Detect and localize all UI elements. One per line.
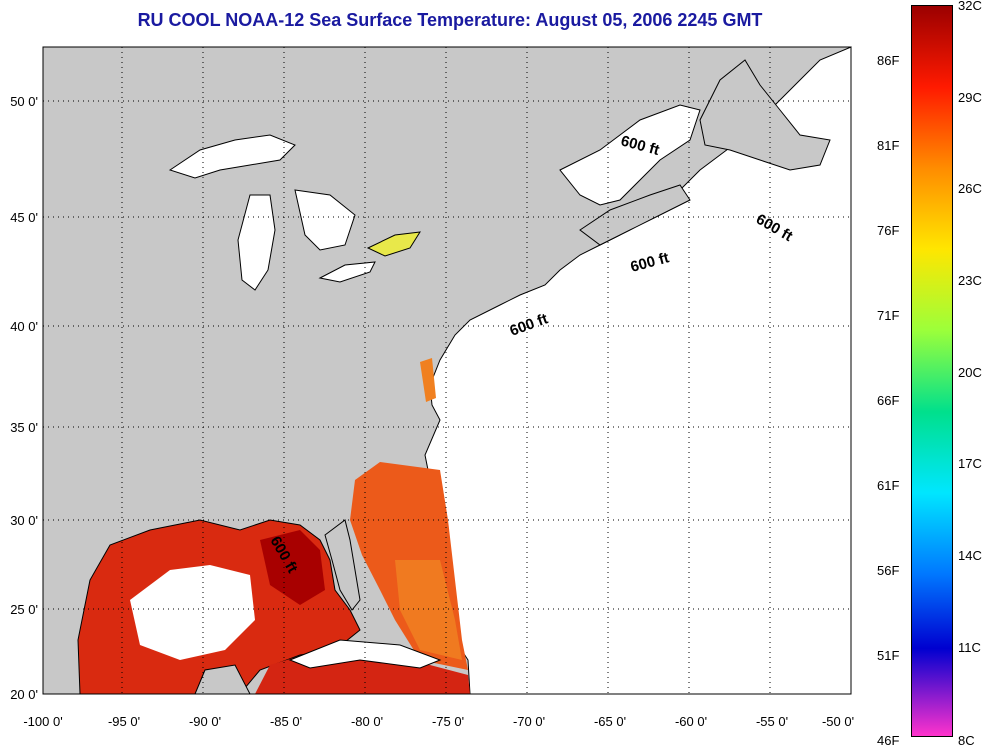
colorbar-celsius-label: 17C	[958, 456, 982, 471]
colorbar-fahrenheit-label: 56F	[877, 563, 900, 578]
gulf-loop-current	[260, 530, 325, 605]
lat-tick-label: 25 0'	[10, 602, 38, 617]
chesapeake-sst	[420, 358, 436, 402]
lon-tick-label: -80 0'	[351, 714, 383, 729]
sst-colorbar	[911, 5, 953, 737]
colorbar-fahrenheit-label: 81F	[877, 138, 900, 153]
lon-tick-label: -90 0'	[189, 714, 221, 729]
lon-tick-label: -50 0'	[822, 714, 854, 729]
colorbar-fahrenheit-label: 76F	[877, 223, 900, 238]
lake-superior	[168, 134, 296, 179]
lon-tick-label: -100 0'	[23, 714, 62, 729]
cuba	[288, 639, 442, 669]
lat-tick-labels: 50 0' 45 0' 40 0' 35 0' 30 0' 25 0' 20 0…	[10, 94, 38, 702]
lat-tick-label: 30 0'	[10, 513, 38, 528]
colorbar-celsius-label: 32C	[958, 0, 982, 13]
colorbar-celsius-label: 29C	[958, 90, 982, 105]
lon-tick-labels: -100 0' -95 0' -90 0' -85 0' -80 0' -75 …	[23, 714, 854, 729]
lon-tick-label: -70 0'	[513, 714, 545, 729]
colorbar-celsius-label: 14C	[958, 548, 982, 563]
lon-tick-label: -95 0'	[108, 714, 140, 729]
lake-michigan	[237, 194, 276, 291]
nova-scotia	[579, 184, 691, 246]
lon-tick-label: -65 0'	[594, 714, 626, 729]
colorbar-fahrenheit-label: 46F	[877, 733, 900, 748]
florida	[324, 519, 361, 611]
lat-tick-label: 50 0'	[10, 94, 38, 109]
lake-ontario	[366, 231, 421, 257]
colorbar-fahrenheit-label: 61F	[877, 478, 900, 493]
lake-huron	[294, 189, 356, 251]
colorbar-celsius-label: 23C	[958, 273, 982, 288]
colorbar-celsius-label: 26C	[958, 181, 982, 196]
newfoundland	[699, 59, 831, 171]
lon-tick-label: -55 0'	[756, 714, 788, 729]
lat-tick-label: 45 0'	[10, 210, 38, 225]
lat-tick-label: 20 0'	[10, 687, 38, 702]
atlantic-sst-warm	[395, 560, 462, 660]
colorbar-celsius-label: 8C	[958, 733, 975, 748]
lat-tick-label: 35 0'	[10, 420, 38, 435]
colorbar-fahrenheit-label: 66F	[877, 393, 900, 408]
lake-erie	[318, 261, 376, 283]
lon-tick-label: -75 0'	[432, 714, 464, 729]
colorbar-fahrenheit-label: 86F	[877, 53, 900, 68]
colorbar-celsius-label: 20C	[958, 365, 982, 380]
plot-frame	[42, 46, 852, 695]
lat-tick-label: 40 0'	[10, 319, 38, 334]
gulf-cloud-patch	[130, 565, 255, 660]
colorbar-fahrenheit-label: 51F	[877, 648, 900, 663]
lon-tick-label: -60 0'	[675, 714, 707, 729]
map-title: RU COOL NOAA-12 Sea Surface Temperature:…	[137, 10, 763, 30]
lon-tick-label: -85 0'	[270, 714, 302, 729]
gulf-st-lawrence	[559, 104, 701, 206]
colorbar-fahrenheit-label: 71F	[877, 308, 900, 323]
colorbar-celsius-label: 11C	[958, 640, 981, 655]
